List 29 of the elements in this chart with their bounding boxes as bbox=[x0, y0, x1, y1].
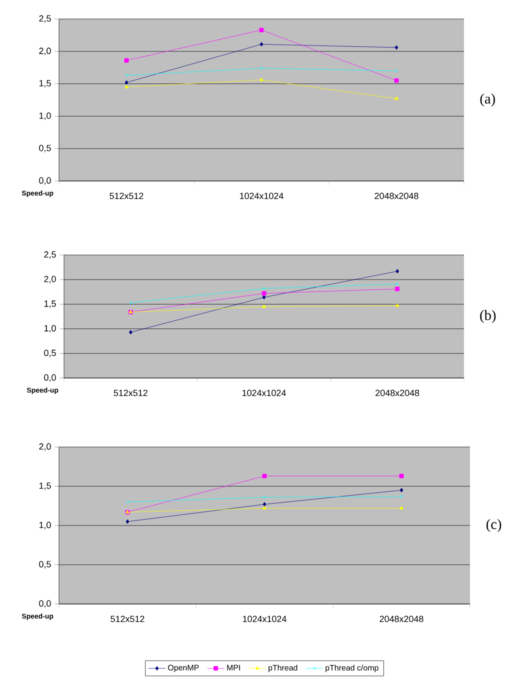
y-tick-label: 1,5 bbox=[39, 482, 51, 490]
x-tick-label: 2048x2048 bbox=[380, 616, 424, 622]
x-tick-label: 512x512 bbox=[114, 390, 148, 396]
y-tick-label: 0,0 bbox=[39, 600, 51, 608]
text: (b) bbox=[480, 310, 496, 323]
x-tick-label: 1024x1024 bbox=[242, 390, 286, 396]
y-tick-label: 2,5 bbox=[39, 15, 51, 23]
y-tick-label: 0,5 bbox=[44, 350, 56, 358]
y-tick-label: 2,0 bbox=[39, 443, 51, 451]
text: (a) bbox=[480, 93, 495, 106]
text: (c) bbox=[486, 518, 502, 532]
y-tick-label: 2,5 bbox=[44, 251, 56, 259]
x-tick-label: 2048x2048 bbox=[376, 390, 420, 396]
y-tick-label: 1,5 bbox=[44, 300, 56, 308]
y-tick-label: 2,0 bbox=[44, 276, 56, 284]
y-tick-label: 0,5 bbox=[39, 561, 51, 568]
y-tick-label: 0,0 bbox=[39, 177, 51, 185]
y-tick-label: 1,5 bbox=[39, 80, 51, 88]
y-tick-label: 0,0 bbox=[44, 374, 56, 382]
y-tick-label: 0,5 bbox=[39, 144, 51, 152]
x-tick-label: 1024x1024 bbox=[240, 192, 284, 200]
x-tick-label: 512x512 bbox=[110, 192, 144, 200]
x-tick-label: 512x512 bbox=[110, 616, 144, 622]
y-tick-label: 1,0 bbox=[39, 522, 51, 530]
y-tick-label: 2,0 bbox=[39, 48, 51, 56]
x-tick-label: 1024x1024 bbox=[243, 616, 286, 622]
x-tick-label: 2048x2048 bbox=[374, 192, 418, 200]
y-tick-label: 1,0 bbox=[44, 325, 56, 332]
y-tick-label: 1,0 bbox=[39, 112, 51, 120]
